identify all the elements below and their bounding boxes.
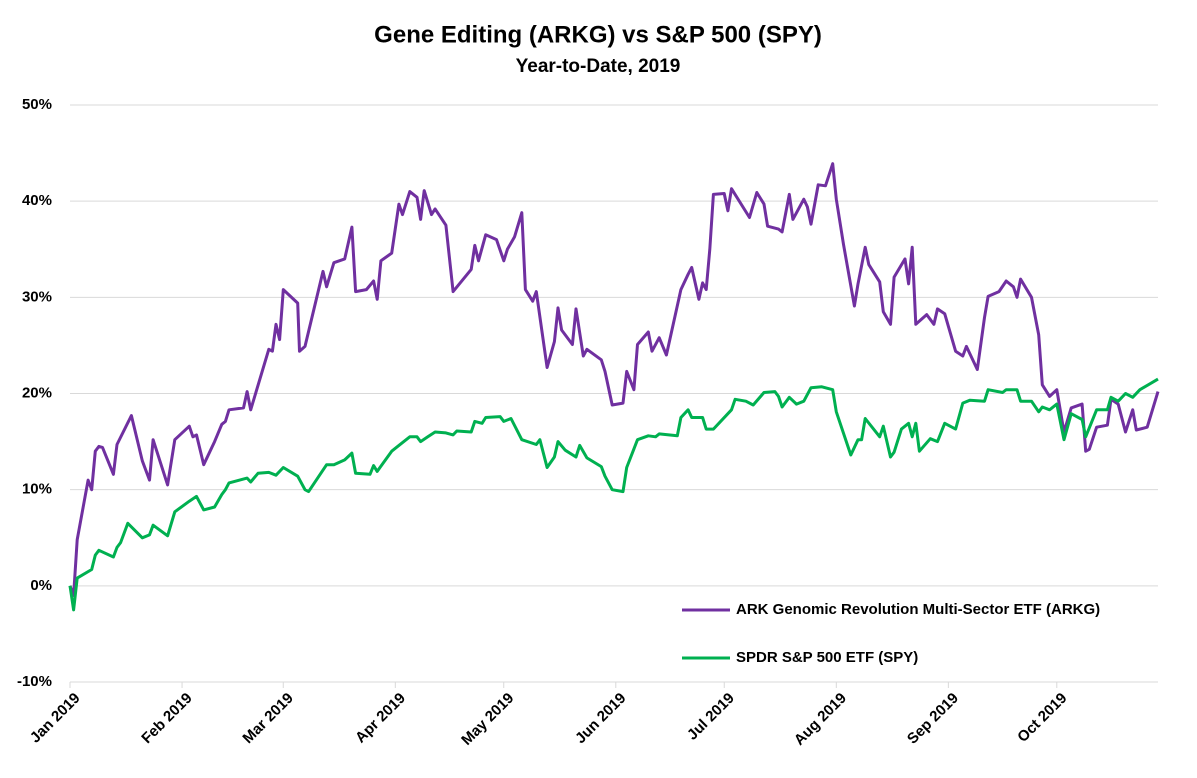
y-tick-label: 50% xyxy=(22,96,52,113)
y-tick-label: 0% xyxy=(30,577,52,594)
line-series xyxy=(68,162,1160,597)
x-tick-label: Jul 2019 xyxy=(684,690,738,744)
line-series xyxy=(68,377,1159,612)
y-tick-label: 40% xyxy=(22,192,52,209)
x-tick-label: Jun 2019 xyxy=(572,690,629,747)
x-tick-label: Mar 2019 xyxy=(239,690,296,747)
y-tick-label: -10% xyxy=(17,673,52,690)
x-tick-label: Sep 2019 xyxy=(904,690,962,748)
legend-label: ARK Genomic Revolution Multi-Sector ETF … xyxy=(736,601,1100,618)
legend-label: SPDR S&P 500 ETF (SPY) xyxy=(736,649,918,666)
x-tick-label: May 2019 xyxy=(458,690,517,749)
chart-title: Gene Editing (ARKG) vs S&P 500 (SPY) xyxy=(374,21,822,48)
x-tick-label: Aug 2019 xyxy=(791,690,850,749)
x-tick-label: Feb 2019 xyxy=(138,690,195,747)
x-tick-label: Apr 2019 xyxy=(352,690,409,747)
y-tick-label: 20% xyxy=(22,384,52,401)
y-tick-label: 10% xyxy=(22,481,52,498)
chart-subtitle: Year-to-Date, 2019 xyxy=(516,56,681,77)
x-tick-label: Jan 2019 xyxy=(27,690,84,747)
y-tick-label: 30% xyxy=(22,288,52,305)
x-tick-label: Oct 2019 xyxy=(1014,690,1070,746)
